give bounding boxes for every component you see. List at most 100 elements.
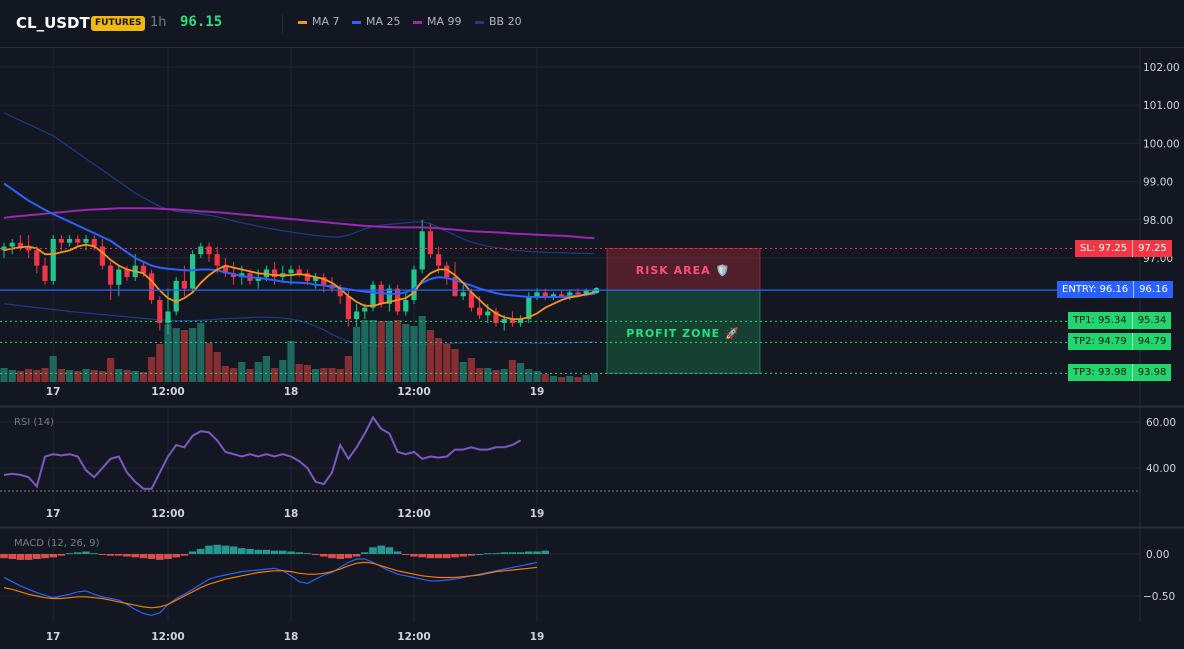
macd-histogram-bar: [377, 545, 385, 554]
candle-body: [206, 246, 212, 255]
tp2-price-tag[interactable]: TP2: 94.79 94.79: [1068, 333, 1172, 350]
volume-bar: [459, 362, 467, 382]
macd-histogram-bar: [533, 551, 541, 554]
symbol-name[interactable]: CL_USDT: [16, 14, 90, 32]
x-tick-label: 12:00: [397, 508, 430, 520]
candle-body: [222, 265, 228, 274]
bollinger-bands: [3, 112, 595, 347]
candle-body: [370, 284, 376, 308]
tp2-tag-label: TP2: 94.79: [1068, 333, 1133, 350]
macd-histogram-bar: [287, 551, 295, 554]
volume-bar: [558, 377, 566, 382]
volume-bar: [369, 320, 377, 382]
candle-body: [26, 246, 32, 251]
volume-bar: [566, 376, 574, 382]
macd-histogram-bar: [106, 554, 115, 556]
macd-histogram-bar: [426, 554, 435, 559]
macd-histogram-bar: [475, 554, 484, 555]
macd-histogram-bar: [41, 554, 49, 559]
volume-bar: [303, 365, 311, 382]
candle-body: [386, 288, 392, 304]
macd-histogram-bar: [246, 548, 254, 554]
ma7-line: [3, 243, 595, 321]
macd-histogram-bar: [303, 553, 312, 555]
volume-bar: [484, 368, 492, 382]
volume-bar: [590, 373, 598, 382]
macd-histogram-bar: [500, 552, 508, 554]
candle-body: [17, 242, 23, 247]
volume-bar: [541, 374, 549, 382]
bb-lower-line: [3, 303, 595, 347]
rsi-tick-label: 60.00: [1146, 417, 1176, 429]
candle-body: [583, 290, 589, 295]
candle-body: [444, 265, 450, 278]
volume-bar: [123, 370, 131, 382]
candlesticks[interactable]: [1, 219, 597, 335]
macd-histogram-bar: [434, 554, 443, 559]
moving-averages: [3, 182, 600, 321]
legend-ma7-label: MA 7: [312, 15, 340, 28]
macd-pane[interactable]: [0, 544, 549, 616]
macd-histogram-bar: [369, 547, 377, 554]
sl-tag-label: SL: 97.25: [1075, 240, 1134, 257]
timeframe-label[interactable]: 1h: [150, 15, 167, 30]
x-tick-label: 19: [530, 508, 545, 520]
entry-tag-value: 96.16: [1139, 284, 1168, 295]
volume-bar: [517, 363, 525, 382]
macd-histogram-bar: [115, 554, 123, 556]
legend-ma99[interactable]: MA 99: [413, 15, 462, 28]
volume-bar: [418, 316, 426, 382]
volume-bar: [139, 372, 147, 382]
tp1-price-tag[interactable]: TP1: 95.34 95.34: [1068, 312, 1172, 329]
candle-body: [181, 280, 187, 289]
volume-bar: [16, 371, 24, 382]
volume-bar: [197, 323, 205, 382]
volume-bar: [25, 369, 33, 382]
volume-bar: [41, 368, 49, 382]
sl-price-tag[interactable]: SL: 97.25 97.25: [1075, 240, 1172, 257]
x-tick-label: 17: [46, 508, 61, 520]
volume-bar: [344, 356, 352, 382]
volume-bar: [385, 321, 393, 382]
macd-histogram-bar: [82, 551, 90, 554]
macd-histogram-bar: [393, 551, 402, 554]
sl-tag-value: 97.25: [1138, 243, 1167, 254]
candle-body: [354, 311, 360, 320]
volume-bar: [287, 341, 295, 382]
macd-histogram-bar: [467, 554, 476, 556]
macd-line: [3, 558, 538, 616]
candle-body: [157, 300, 163, 323]
macd-histogram-bar: [188, 551, 197, 554]
candle-body: [67, 238, 73, 243]
tp3-price-tag[interactable]: TP3: 93.98 93.98: [1068, 364, 1172, 381]
rsi-pane[interactable]: [0, 415, 1140, 492]
legend-ma7[interactable]: MA 7: [298, 15, 340, 28]
volume-bar: [230, 368, 238, 382]
volume-bar: [443, 344, 451, 382]
candle-body: [321, 277, 327, 285]
macd-histogram-bar: [385, 547, 394, 554]
legend-bb20[interactable]: BB 20: [475, 15, 522, 28]
macd-histogram-bar: [8, 554, 16, 560]
macd-histogram-bar: [98, 554, 107, 555]
volume-bar: [533, 371, 541, 382]
volume-bar: [74, 371, 82, 382]
legend-ma7-swatch: [298, 20, 307, 24]
candle-body: [42, 265, 48, 281]
entry-price-tag[interactable]: ENTRY: 96.16 96.16: [1057, 281, 1173, 298]
signal-line: [3, 561, 538, 609]
macd-histogram-bar: [320, 554, 328, 557]
rsi-label: RSI (14): [14, 417, 54, 428]
legend-ma25-swatch: [352, 20, 361, 24]
candle-body: [173, 280, 179, 312]
x-tick-label: 18: [284, 386, 299, 398]
tp1-tag-value: 95.34: [1137, 315, 1167, 326]
candle-body: [526, 296, 532, 320]
legend-bb20-label: BB 20: [489, 15, 522, 28]
volume-bar: [180, 330, 188, 382]
volume-bar: [271, 368, 279, 382]
candle-body: [542, 292, 548, 297]
candle-body: [345, 296, 351, 320]
legend-ma25[interactable]: MA 25: [352, 15, 401, 28]
